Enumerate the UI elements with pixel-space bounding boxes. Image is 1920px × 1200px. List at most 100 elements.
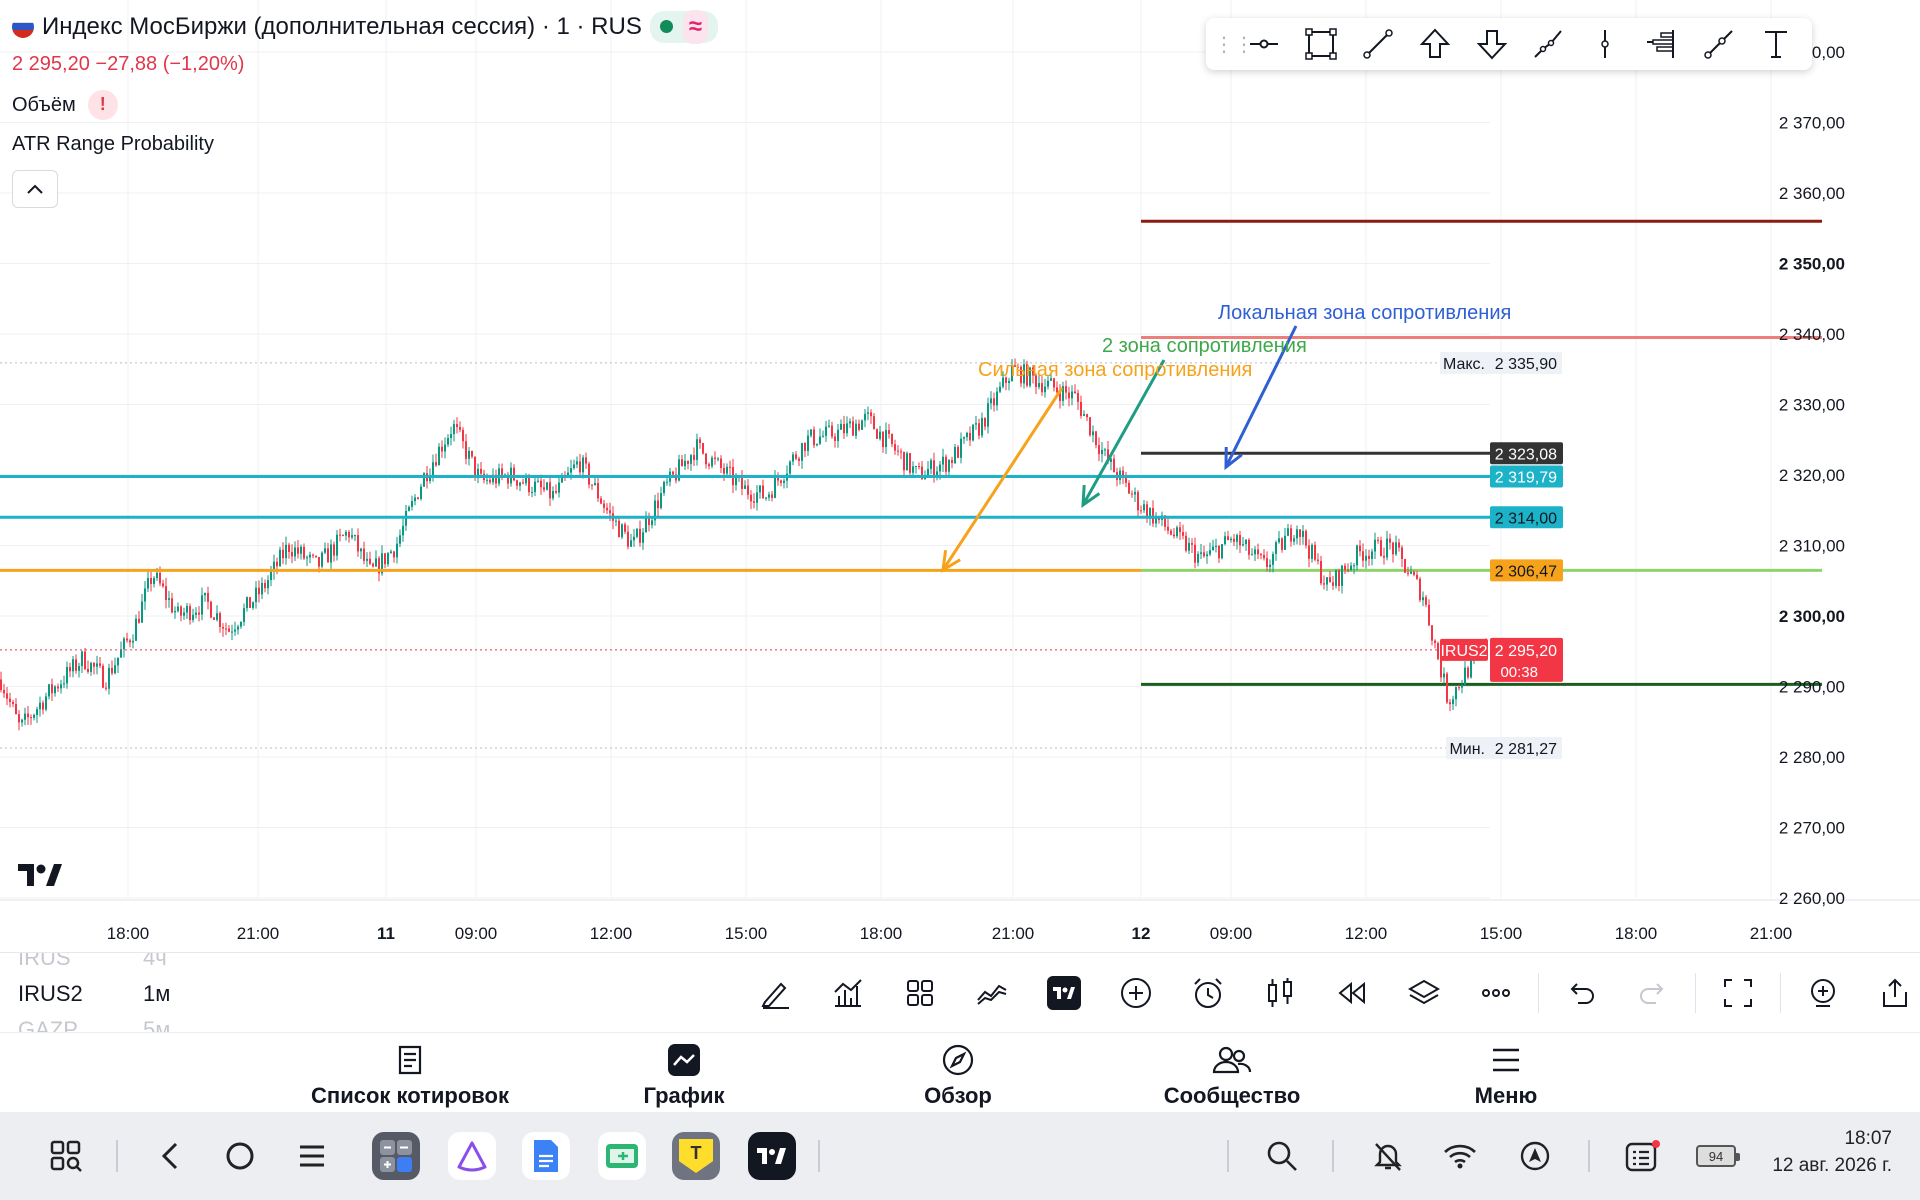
candle-body: [210, 601, 212, 618]
app-drawer-icon[interactable]: [46, 1136, 86, 1176]
candle-body: [1140, 510, 1142, 512]
alice-assistant-app-icon[interactable]: [448, 1132, 496, 1180]
watchlist-item[interactable]: IRUS 4ч: [18, 953, 167, 971]
atr-indicator-label[interactable]: ATR Range Probability: [12, 132, 214, 155]
more-options-icon[interactable]: [1460, 963, 1532, 1023]
nav-menu[interactable]: Меню: [1376, 1041, 1636, 1109]
nav-explore[interactable]: Обзор: [828, 1041, 1088, 1109]
layers-icon[interactable]: [1388, 963, 1460, 1023]
share-icon[interactable]: [1859, 963, 1920, 1023]
arrow-down-icon[interactable]: [1463, 18, 1520, 70]
candle-body: [1284, 535, 1286, 550]
price-chart[interactable]: 2 306,47 2 314,00 2 319,79 2 323,08 IRUS2 2 2…: [0, 0, 1920, 952]
add-plus-circle-icon[interactable]: [1100, 963, 1172, 1023]
calculator-app-icon[interactable]: [372, 1132, 420, 1180]
candle-body: [1131, 493, 1133, 495]
candle-body: [858, 423, 860, 430]
watchlist-item[interactable]: GAZP 5м: [18, 1017, 170, 1033]
candle-body: [864, 413, 866, 421]
text-icon[interactable]: [1747, 18, 1804, 70]
sheets-app-icon[interactable]: [598, 1132, 646, 1180]
level-price-label: 2 306,47: [1495, 563, 1557, 580]
nav-watchlist[interactable]: Список котировок: [280, 1041, 540, 1109]
recents-icon[interactable]: [292, 1136, 332, 1176]
alarm-clock-icon[interactable]: [1172, 963, 1244, 1023]
candle-body: [903, 451, 905, 471]
chart-annotation-text[interactable]: 2 зона сопротивления: [1102, 335, 1307, 357]
ray-icon[interactable]: [1690, 18, 1747, 70]
battery-level: 94: [1708, 1148, 1724, 1164]
watchlist-symbol: IRUS2: [18, 981, 83, 1006]
candle-style-icon[interactable]: [1244, 963, 1316, 1023]
location-icon[interactable]: [1515, 1136, 1555, 1176]
symbol-title[interactable]: Индекс МосБиржи (дополнительная сессия) …: [42, 13, 642, 40]
candle-body: [1299, 529, 1301, 537]
warning-icon[interactable]: !: [87, 89, 118, 120]
system-clock[interactable]: 18:07 12 авг. 2026 г.: [1772, 1126, 1892, 1179]
docs-app-icon[interactable]: [522, 1132, 570, 1180]
vertical-line-icon[interactable]: [1577, 18, 1634, 70]
candle-body: [324, 548, 326, 553]
collapse-legend-button[interactable]: [12, 169, 58, 208]
candle-body: [423, 473, 425, 487]
rectangle-icon[interactable]: [1293, 18, 1350, 70]
watchlist-scroller[interactable]: IRUS 4ч IRUS2 1м GAZP 5м: [18, 953, 218, 1033]
notifications-icon[interactable]: [1622, 1136, 1662, 1176]
candle-body: [894, 444, 896, 451]
home-icon[interactable]: [220, 1136, 260, 1176]
candle-body: [1440, 659, 1442, 678]
tradingview-app-icon[interactable]: [748, 1132, 796, 1180]
chart-annotation-text[interactable]: Локальная зона сопротивления: [1218, 302, 1511, 324]
undo-icon[interactable]: [1545, 963, 1617, 1023]
watchlist-item-active[interactable]: IRUS2 1м: [18, 981, 170, 1007]
candle-body: [1185, 535, 1187, 551]
local-zone-arrow[interactable]: [1224, 325, 1298, 468]
candle-body: [357, 535, 359, 552]
candle-body: [18, 714, 20, 723]
tradingview-chart-button[interactable]: [1028, 963, 1100, 1023]
wifi-icon[interactable]: [1440, 1136, 1480, 1176]
path-icon[interactable]: [1520, 18, 1577, 70]
candle-body: [189, 606, 191, 621]
fullscreen-icon[interactable]: [1702, 963, 1774, 1023]
nav-community[interactable]: Сообщество: [1102, 1041, 1362, 1109]
indicators-icon[interactable]: [812, 963, 884, 1023]
candle-body: [939, 464, 941, 472]
volume-profile-icon[interactable]: [1634, 18, 1691, 70]
nav-chart[interactable]: График: [554, 1041, 814, 1109]
candle-body: [933, 460, 935, 478]
compare-icon[interactable]: [956, 963, 1028, 1023]
candle-body: [312, 554, 314, 556]
drag-handle-icon[interactable]: ⋮⋮: [1214, 33, 1254, 56]
candle-body: [63, 683, 65, 685]
search-icon[interactable]: [1262, 1136, 1302, 1176]
candle-body: [1347, 569, 1349, 571]
redo-icon[interactable]: [1617, 963, 1689, 1023]
chart-annotation-text[interactable]: Сильная зона сопротивления: [978, 359, 1252, 381]
drawing-tools-icon[interactable]: [740, 963, 812, 1023]
strong-zone-arrow[interactable]: [941, 387, 1064, 571]
second-zone-arrow[interactable]: [1081, 359, 1166, 506]
candle-body: [1002, 377, 1004, 387]
candle-body: [1203, 552, 1205, 557]
replay-icon[interactable]: [1316, 963, 1388, 1023]
muted-bell-icon[interactable]: [1368, 1136, 1408, 1176]
market-status-badge[interactable]: ≈: [649, 10, 718, 44]
candle-body: [474, 456, 476, 476]
candle-body: [1431, 625, 1433, 641]
back-icon[interactable]: [150, 1136, 190, 1176]
candle-body: [1206, 554, 1208, 557]
candle-body: [270, 571, 272, 581]
horizontal-ray-icon[interactable]: [1236, 18, 1293, 70]
candle-body: [96, 663, 98, 667]
volume-indicator-label[interactable]: Объём: [12, 93, 76, 116]
trend-line-icon[interactable]: [1350, 18, 1407, 70]
candle-body: [1335, 570, 1337, 586]
candle-body: [1380, 540, 1382, 556]
arrow-up-icon[interactable]: [1406, 18, 1463, 70]
add-alert-icon[interactable]: [1787, 963, 1859, 1023]
candle-body: [1017, 366, 1019, 368]
tbank-app-icon[interactable]: T: [672, 1132, 720, 1180]
candle-body: [1077, 393, 1079, 402]
layouts-grid-icon[interactable]: [884, 963, 956, 1023]
